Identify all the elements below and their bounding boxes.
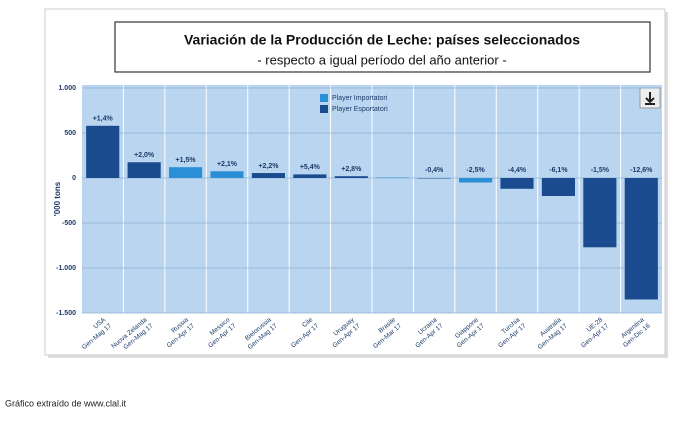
bar — [293, 174, 326, 178]
y-tick-label: -500 — [62, 220, 76, 227]
data-label: -6,1% — [549, 167, 568, 174]
data-label: +5,4% — [300, 164, 321, 171]
data-label: -4,4% — [508, 167, 527, 174]
data-label: +1,5% — [176, 157, 197, 164]
bar — [335, 176, 368, 178]
y-tick-label: 0 — [72, 175, 76, 182]
bar — [210, 171, 243, 178]
data-label: -1,5% — [591, 167, 610, 174]
chart-title: Variación de la Producción de Leche: paí… — [184, 32, 580, 48]
y-tick-label: 500 — [64, 130, 76, 137]
data-label: +1,4% — [93, 116, 114, 123]
bar — [459, 178, 492, 183]
data-label: +2,1% — [217, 161, 238, 168]
bar — [252, 173, 285, 178]
bar — [542, 178, 575, 196]
y-tick-label: -1.000 — [56, 265, 76, 272]
data-label: -2,5% — [466, 167, 485, 174]
legend-label: Player Esportatori — [332, 106, 388, 113]
data-label: +2,8% — [341, 166, 362, 173]
bar — [169, 167, 202, 178]
data-label: +2,0% — [134, 152, 155, 159]
y-axis-label: '000 tons — [53, 181, 62, 216]
data-label: +2,2% — [258, 163, 279, 170]
legend-swatch — [320, 105, 328, 113]
data-label: -0,4% — [425, 167, 444, 174]
bar — [86, 126, 119, 178]
legend-label: Player Importatori — [332, 95, 388, 102]
chart-subtitle: - respecto a igual período del año anter… — [257, 52, 506, 67]
caption: Gráfico extraído de www.clal.it — [5, 398, 127, 408]
bar — [128, 162, 161, 178]
bar — [625, 178, 658, 300]
data-label: -12,6% — [630, 167, 653, 174]
bar — [500, 178, 533, 189]
y-tick-label: -1.500 — [56, 310, 76, 317]
bar — [583, 178, 616, 247]
y-tick-label: 1.000 — [58, 85, 76, 92]
legend-swatch — [320, 94, 328, 102]
